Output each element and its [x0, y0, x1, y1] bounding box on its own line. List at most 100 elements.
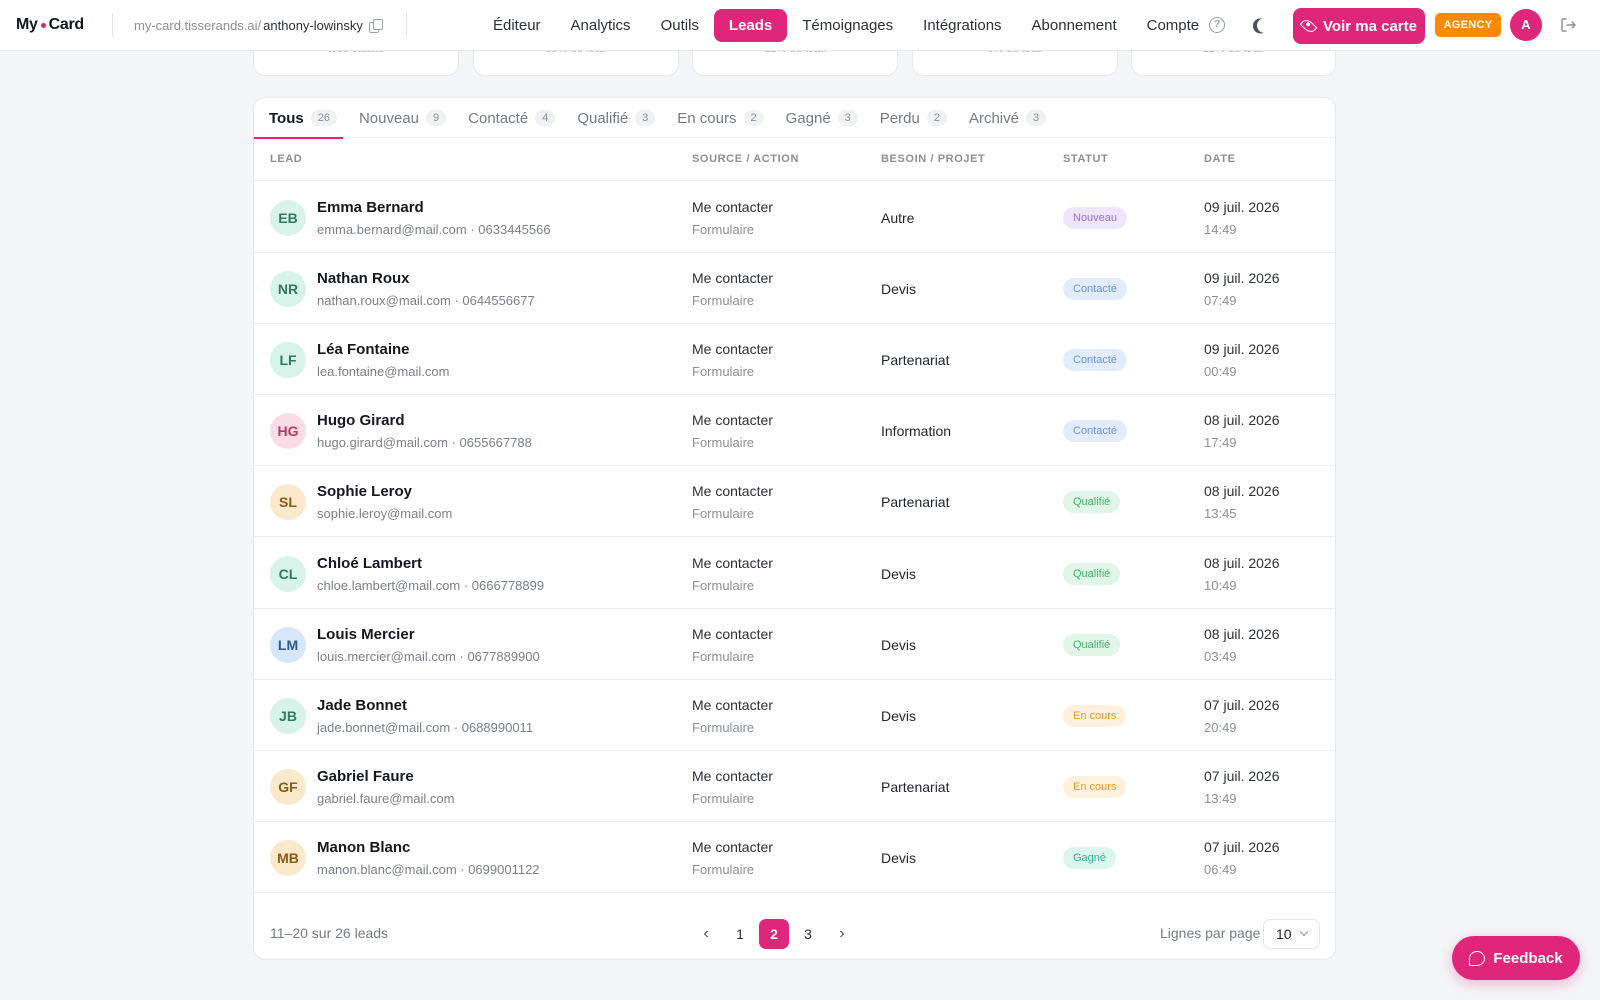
status-badge[interactable]: En cours	[1063, 775, 1127, 798]
table-row[interactable]: SL Sophie Leroy sophie.leroy@mail.com Me co…	[254, 466, 1335, 538]
lead-name[interactable]: Gabriel Faure	[317, 767, 414, 785]
lead-name[interactable]: Hugo Girard	[317, 412, 405, 430]
lead-name[interactable]: Jade Bonnet	[317, 696, 408, 714]
tab-status[interactable]: Archivé 3	[969, 98, 1047, 138]
lead-action: Formulaire	[692, 222, 755, 237]
pagination-range: 11–20 sur 26 leads	[270, 925, 389, 941]
lead-name[interactable]: Louis Mercier	[317, 625, 415, 643]
lead-avatar: LM	[270, 626, 306, 663]
tab-status[interactable]: Qualifié 3	[577, 98, 656, 138]
lead-need: Partenariat	[881, 778, 950, 795]
user-avatar[interactable]: A	[1510, 9, 1542, 41]
column-header-date[interactable]: DATE	[1204, 153, 1236, 165]
dark-mode-toggle[interactable]	[1249, 14, 1271, 36]
lead-source: Me contacter	[692, 483, 773, 500]
rows-per-page-select[interactable]: 10	[1263, 919, 1320, 949]
next-page-button[interactable]: ›	[839, 925, 845, 942]
table-row[interactable]: EB Emma Bernard emma.bernard@mail.com · 06…	[254, 182, 1335, 254]
view-card-button[interactable]: Voir ma carte	[1293, 8, 1425, 44]
lead-contact: gabriel.faure@mail.com	[317, 790, 455, 806]
feedback-button[interactable]: Feedback	[1452, 936, 1580, 980]
table-row[interactable]: MB Manon Blanc manon.blanc@mail.com · 0699…	[254, 822, 1335, 893]
lead-name[interactable]: Chloé Lambert	[317, 554, 423, 572]
tab-label: Qualifié	[577, 109, 629, 127]
nav-analytics[interactable]: Analytics	[570, 17, 631, 34]
lead-name[interactable]: Nathan Roux	[317, 270, 410, 288]
status-badge[interactable]: Nouveau	[1063, 207, 1128, 229]
prev-page-button[interactable]: ‹	[703, 925, 709, 942]
status-badge[interactable]: En cours	[1063, 704, 1127, 727]
table-row[interactable]: LM Louis Mercier louis.mercier@mail.com · …	[254, 609, 1335, 680]
table-row[interactable]: NR Nathan Roux nathan.roux@mail.com · 0644…	[254, 253, 1335, 325]
pagination: ‹ 1 2 3 ›	[691, 919, 857, 949]
tab-status[interactable]: Contacté 4	[468, 98, 556, 138]
lead-name[interactable]: Léa Fontaine	[317, 341, 410, 359]
lead-time: 00:49	[1204, 364, 1237, 380]
eye-icon	[1299, 17, 1318, 35]
status-badge[interactable]: Contacté	[1063, 349, 1128, 372]
table-row[interactable]: LF Léa Fontaine lea.fontaine@mail.com Me co…	[254, 324, 1335, 396]
page-button[interactable]: 3	[804, 926, 812, 942]
status-badge[interactable]: Qualifié	[1063, 633, 1121, 656]
lead-date: 07 juil. 2026	[1204, 838, 1280, 855]
lead-date: 07 juil. 2026	[1204, 767, 1280, 784]
table-row[interactable]: HG Hugo Girard hugo.girard@mail.com · 0655…	[254, 395, 1335, 467]
feedback-label: Feedback	[1493, 949, 1563, 967]
tab-status[interactable]: Nouveau 9	[359, 98, 447, 138]
lead-time: 10:49	[1204, 577, 1237, 593]
tab-status[interactable]: Tous 26	[254, 98, 343, 139]
nav-compte[interactable]: Compte	[1146, 17, 1200, 34]
copy-icon[interactable]	[368, 19, 383, 33]
lead-action: Formulaire	[692, 577, 755, 593]
table-row[interactable]: JB Jade Bonnet jade.bonnet@mail.com · 0688…	[254, 680, 1335, 751]
lead-name[interactable]: Sophie Leroy	[317, 483, 413, 501]
tab-status[interactable]: Perdu 2	[880, 98, 947, 138]
tab-status[interactable]: Gagné 3	[786, 98, 858, 138]
help-button[interactable]: ?	[1206, 14, 1228, 36]
leads-panel: Tous 26 Nouveau 9 Contacté 4 Qualifié 3 En cours…	[253, 97, 1336, 960]
page-button[interactable]: 2	[759, 919, 789, 949]
lead-name[interactable]: Manon Blanc	[317, 838, 411, 856]
status-badge[interactable]: Qualifié	[1063, 562, 1121, 585]
lead-contact: manon.blanc@mail.com · 0699001122	[317, 861, 540, 877]
lead-action: Formulaire	[692, 364, 755, 380]
nav-outils[interactable]: Outils	[660, 17, 699, 34]
lead-source: Me contacter	[692, 341, 773, 358]
lead-source: Me contacter	[692, 199, 773, 215]
lead-need: Devis	[881, 281, 917, 298]
lead-source: Me contacter	[692, 554, 773, 571]
chat-icon	[1469, 950, 1486, 966]
tab-status[interactable]: En cours 2	[677, 98, 764, 138]
lead-source: Me contacter	[692, 696, 773, 713]
lead-contact: chloe.lambert@mail.com · 0666778899	[317, 577, 545, 593]
lead-action: Formulaire	[692, 648, 755, 664]
lead-avatar: SL	[270, 484, 306, 521]
tab-count: 2	[926, 110, 947, 126]
nav-diteur[interactable]: Éditeur	[493, 17, 541, 34]
column-header-status[interactable]: STATUT	[1063, 153, 1109, 165]
nav-tmoignages[interactable]: Témoignages	[802, 17, 894, 34]
status-badge[interactable]: Contacté	[1063, 420, 1128, 443]
nav-intgrations[interactable]: Intégrations	[923, 17, 1002, 34]
lead-need: Devis	[881, 849, 917, 866]
column-header-need[interactable]: BESOIN / PROJET	[881, 153, 986, 165]
lead-source: Me contacter	[692, 838, 773, 855]
status-badge[interactable]: Qualifié	[1063, 491, 1121, 514]
status-badge[interactable]: Gagné	[1063, 846, 1117, 869]
column-header-source[interactable]: SOURCE / ACTION	[692, 153, 799, 165]
lead-time: 06:49	[1204, 861, 1237, 877]
app-logo[interactable]: My Card	[16, 16, 84, 34]
lead-name[interactable]: Emma Bernard	[317, 199, 424, 216]
table-row[interactable]: GF Gabriel Faure gabriel.faure@mail.com Me …	[254, 751, 1335, 822]
column-header-lead[interactable]: LEAD	[270, 153, 303, 165]
tab-count: 26	[310, 110, 337, 126]
page-button[interactable]: 1	[736, 926, 744, 942]
table-header: LEAD SOURCE / ACTION BESOIN / PROJET STA…	[254, 138, 1335, 181]
help-icon: ?	[1209, 17, 1225, 33]
logout-icon[interactable]	[1560, 17, 1576, 33]
table-row[interactable]: CL Chloé Lambert chloe.lambert@mail.com · …	[254, 538, 1335, 609]
tab-label: Contacté	[468, 109, 529, 127]
nav-abonnement[interactable]: Abonnement	[1031, 17, 1117, 34]
nav-leads[interactable]: Leads	[713, 9, 788, 42]
status-badge[interactable]: Contacté	[1063, 278, 1128, 301]
